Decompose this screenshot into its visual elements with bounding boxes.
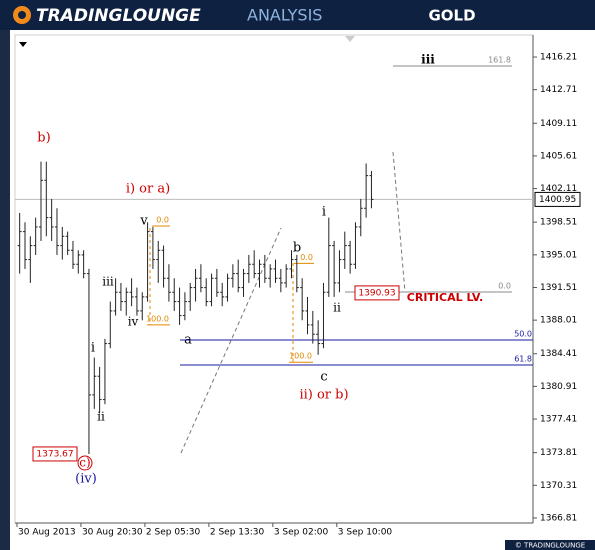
x-tick-label: 30 Aug 2013: [18, 528, 76, 538]
wave-label: ii) or b): [299, 388, 348, 403]
header-bar: [0, 0, 595, 30]
plot-frame: [14, 34, 534, 524]
wave-label: (iv): [75, 472, 97, 487]
x-tick-label: 3 Sep 10:00: [338, 528, 393, 538]
projection-line: [180, 227, 282, 454]
wave-label: iii: [102, 275, 114, 289]
section: ANALYSIS: [247, 6, 322, 25]
y-tick-label: 1416.21: [540, 53, 577, 63]
scroll-marker: [345, 36, 355, 42]
y-tick-label: 1377.41: [540, 415, 577, 425]
wave-label: c: [320, 370, 327, 385]
y-tick-label: 1388.01: [540, 316, 577, 326]
y-tick-label: 1409.11: [540, 119, 577, 129]
wave-label: v: [139, 214, 148, 229]
footer-bar: [505, 540, 595, 550]
footer: © TRADINGLOUNGE: [515, 542, 585, 550]
fib-label: 100.0: [289, 352, 312, 361]
y-tick-label: 1405.61: [540, 151, 577, 161]
left-edge: [0, 30, 10, 550]
y-tick-label: 1366.81: [540, 513, 577, 523]
wave-label: b): [37, 131, 50, 146]
price-box-label: 1390.93: [358, 288, 395, 298]
fib-label: 0.0: [300, 253, 313, 262]
y-tick-label: 1398.51: [540, 218, 577, 228]
y-tick-label: 1395.01: [540, 250, 577, 260]
symbol: GOLD: [428, 7, 475, 25]
last-price-label: 1400.95: [539, 195, 576, 205]
y-tick-label: 1384.41: [540, 349, 577, 359]
wave-label: i: [91, 341, 95, 356]
y-tick-label: 1373.81: [540, 448, 577, 458]
x-tick-label: 3 Sep 02:00: [274, 528, 329, 538]
brand: TRADINGLOUNGE: [36, 6, 201, 26]
y-tick-label: 1370.31: [540, 481, 577, 491]
y-tick-label: 1412.71: [540, 85, 577, 95]
x-tick-label: 2 Sep 13:30: [210, 528, 265, 538]
fib-label: 161.8: [488, 55, 511, 64]
price-box-label: 1373.67: [36, 449, 73, 459]
logo-icon-inner: [18, 11, 26, 19]
critical-level: CRITICAL LV.: [407, 291, 483, 304]
last-price-box: [534, 191, 581, 207]
wave-label: i) or a): [126, 182, 170, 197]
wave-label: iv: [128, 315, 139, 329]
fib-label: 61.8: [514, 355, 532, 364]
wave-label: b: [293, 241, 301, 256]
wave-label: ii: [97, 410, 105, 424]
wave-circle: [77, 455, 93, 471]
y-tick-label: 1391.51: [540, 283, 577, 293]
fib-label: 50.0: [514, 330, 532, 339]
x-tick-label: 30 Aug 20:30: [82, 528, 143, 538]
wave-label: c): [79, 456, 90, 470]
y-tick-label: 1380.91: [540, 382, 577, 392]
wave-label: ii: [333, 301, 341, 315]
projection-line: [392, 151, 406, 293]
x-tick-label: 2 Sep 05:30: [146, 528, 201, 538]
wave-label: iii: [421, 53, 435, 67]
wave-label: i: [322, 205, 326, 220]
fib-label: 0.0: [498, 281, 511, 290]
fib-label: 100.0: [146, 314, 169, 323]
price-box: [354, 285, 400, 301]
fib-label: 0.0: [156, 216, 169, 225]
menu-arrow: [19, 42, 27, 47]
y-tick-label: 1402.11: [540, 184, 577, 194]
price-box: [32, 446, 78, 462]
